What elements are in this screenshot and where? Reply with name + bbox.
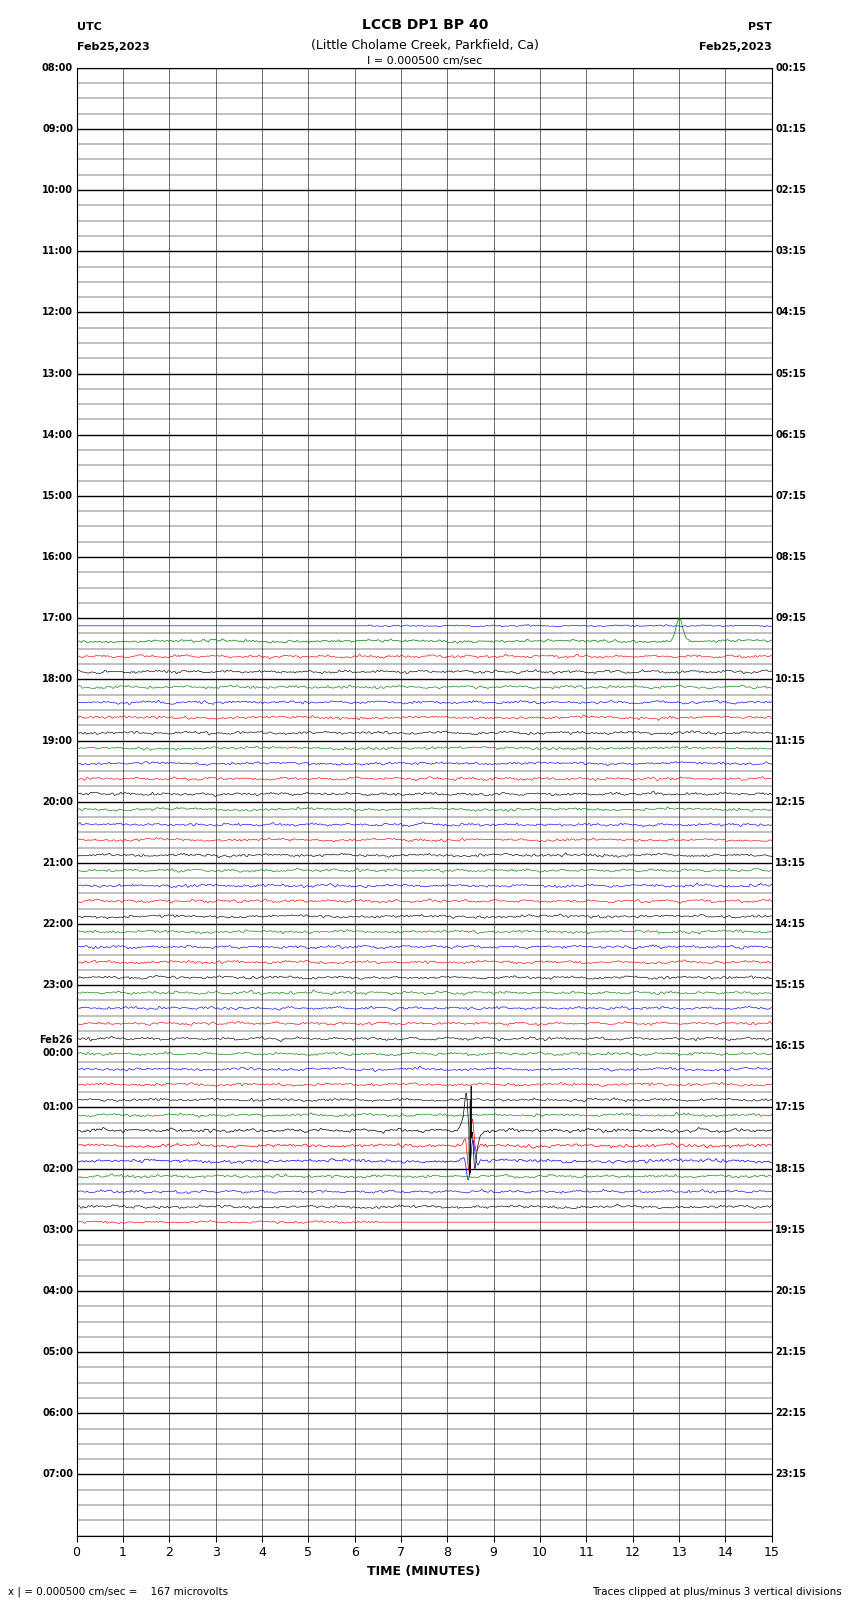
Text: 02:00: 02:00 xyxy=(42,1163,73,1174)
Text: 22:15: 22:15 xyxy=(775,1408,806,1418)
Text: UTC: UTC xyxy=(76,23,101,32)
Text: 04:15: 04:15 xyxy=(775,308,806,318)
Text: 11:15: 11:15 xyxy=(775,736,806,745)
Text: 21:15: 21:15 xyxy=(775,1347,806,1357)
Text: I = 0.000500 cm/sec: I = 0.000500 cm/sec xyxy=(367,56,483,66)
X-axis label: TIME (MINUTES): TIME (MINUTES) xyxy=(367,1565,481,1578)
Text: 21:00: 21:00 xyxy=(42,858,73,868)
Text: 06:15: 06:15 xyxy=(775,429,806,440)
Text: 02:15: 02:15 xyxy=(775,185,806,195)
Text: 20:15: 20:15 xyxy=(775,1286,806,1295)
Text: 16:15: 16:15 xyxy=(775,1042,806,1052)
Text: Traces clipped at plus/minus 3 vertical divisions: Traces clipped at plus/minus 3 vertical … xyxy=(592,1587,842,1597)
Text: PST: PST xyxy=(748,23,772,32)
Text: 11:00: 11:00 xyxy=(42,247,73,256)
Text: 10:15: 10:15 xyxy=(775,674,806,684)
Text: 18:15: 18:15 xyxy=(775,1163,807,1174)
Text: 00:15: 00:15 xyxy=(775,63,806,73)
Text: 07:00: 07:00 xyxy=(42,1469,73,1479)
Text: 14:15: 14:15 xyxy=(775,919,806,929)
Text: 12:15: 12:15 xyxy=(775,797,806,806)
Text: 03:15: 03:15 xyxy=(775,247,806,256)
Text: 17:15: 17:15 xyxy=(775,1102,806,1113)
Text: Feb26: Feb26 xyxy=(40,1036,73,1045)
Text: 23:15: 23:15 xyxy=(775,1469,806,1479)
Text: 23:00: 23:00 xyxy=(42,981,73,990)
Text: 03:00: 03:00 xyxy=(42,1224,73,1236)
Text: 01:15: 01:15 xyxy=(775,124,806,134)
Text: 10:00: 10:00 xyxy=(42,185,73,195)
Text: Feb25,2023: Feb25,2023 xyxy=(76,42,150,52)
Text: 05:00: 05:00 xyxy=(42,1347,73,1357)
Text: 14:00: 14:00 xyxy=(42,429,73,440)
Text: 22:00: 22:00 xyxy=(42,919,73,929)
Text: 19:00: 19:00 xyxy=(42,736,73,745)
Text: 00:00: 00:00 xyxy=(42,1048,73,1058)
Text: 13:15: 13:15 xyxy=(775,858,806,868)
Text: 01:00: 01:00 xyxy=(42,1102,73,1113)
Text: 06:00: 06:00 xyxy=(42,1408,73,1418)
Text: 20:00: 20:00 xyxy=(42,797,73,806)
Text: 09:00: 09:00 xyxy=(42,124,73,134)
Text: Feb25,2023: Feb25,2023 xyxy=(699,42,772,52)
Text: 15:00: 15:00 xyxy=(42,490,73,502)
Text: 09:15: 09:15 xyxy=(775,613,806,623)
Text: 12:00: 12:00 xyxy=(42,308,73,318)
Text: 05:15: 05:15 xyxy=(775,368,806,379)
Text: (Little Cholame Creek, Parkfield, Ca): (Little Cholame Creek, Parkfield, Ca) xyxy=(311,39,539,52)
Text: 07:15: 07:15 xyxy=(775,490,806,502)
Text: 08:15: 08:15 xyxy=(775,552,807,561)
Text: LCCB DP1 BP 40: LCCB DP1 BP 40 xyxy=(362,18,488,32)
Text: 04:00: 04:00 xyxy=(42,1286,73,1295)
Text: 19:15: 19:15 xyxy=(775,1224,806,1236)
Text: 16:00: 16:00 xyxy=(42,552,73,561)
Text: 13:00: 13:00 xyxy=(42,368,73,379)
Text: x | = 0.000500 cm/sec =    167 microvolts: x | = 0.000500 cm/sec = 167 microvolts xyxy=(8,1586,229,1597)
Text: 15:15: 15:15 xyxy=(775,981,806,990)
Text: 08:00: 08:00 xyxy=(42,63,73,73)
Text: 17:00: 17:00 xyxy=(42,613,73,623)
Text: 18:00: 18:00 xyxy=(42,674,73,684)
